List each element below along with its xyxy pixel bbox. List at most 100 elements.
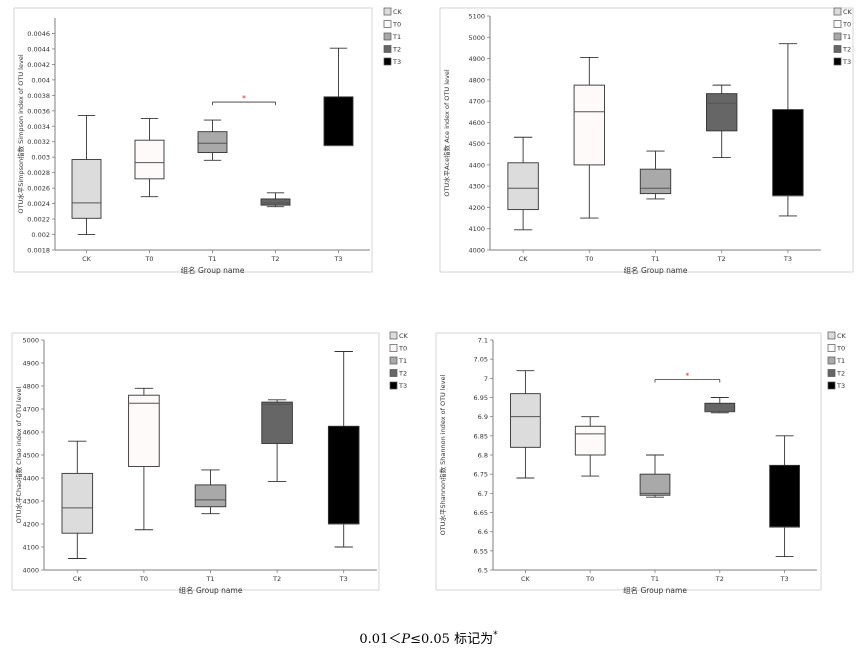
- x-tick-label: T3: [783, 255, 792, 263]
- y-tick-label: 4800: [468, 76, 485, 84]
- x-tick-label: T2: [715, 575, 724, 583]
- legend-label: T0: [392, 21, 401, 29]
- legend-label: T3: [842, 58, 851, 66]
- x-tick-label: T0: [584, 255, 593, 263]
- box-T0: [134, 118, 165, 198]
- y-axis-label: OTU水平Chao指数 Chao index of OTU level: [14, 386, 23, 523]
- legend-swatch: [833, 45, 842, 53]
- x-axis-label: 组名 Group name: [623, 585, 687, 595]
- box-T3: [323, 47, 354, 147]
- panel-frame: [435, 332, 822, 591]
- box-CK: [507, 136, 539, 231]
- legend-label: T1: [392, 33, 401, 41]
- y-tick-label: 6.9: [478, 413, 488, 421]
- box-iqr: [573, 84, 605, 166]
- y-tick-label: 4900: [22, 360, 39, 368]
- legend-item-T3: T3: [827, 381, 845, 390]
- legend-label: CK: [837, 332, 847, 340]
- legend-item-T2: T2: [833, 45, 851, 54]
- legend-swatch: [827, 356, 836, 365]
- figure-caption: 0.01＜P≤0.05 标记为*: [0, 628, 857, 647]
- x-tick-label: T0: [585, 575, 594, 583]
- legend-label: T2: [398, 370, 407, 378]
- significance-mark: *: [242, 94, 246, 103]
- y-tick-label: 0.0042: [27, 61, 50, 69]
- y-tick-label: 4300: [22, 498, 39, 506]
- box-CK: [510, 370, 541, 479]
- x-axis-label: 组名 Group name: [179, 585, 243, 595]
- x-tick-label: CK: [519, 255, 529, 263]
- legend-label: T3: [836, 382, 845, 390]
- legend-swatch: [389, 369, 398, 377]
- chart-panel-2: 4000 4100 4200 4300 4400 4500 4600 4700 4800 4900…: [439, 7, 854, 275]
- y-tick-label: 0.0028: [27, 169, 50, 177]
- legend-item-T2: T2: [389, 369, 407, 378]
- legend-item-T0: T0: [389, 344, 407, 353]
- panel-frame: [439, 7, 854, 273]
- y-tick-label: 0.0038: [27, 92, 50, 100]
- y-tick-label: 4900: [468, 55, 485, 63]
- box-iqr: [706, 93, 738, 132]
- legend-item-CK: CK: [833, 7, 853, 16]
- legend-swatch: [827, 331, 836, 340]
- legend-label: T3: [398, 382, 407, 390]
- legend-swatch: [389, 331, 398, 340]
- legend-label: CK: [843, 8, 853, 16]
- y-tick-label: 0.0026: [27, 185, 50, 193]
- legend-label: T1: [836, 357, 845, 365]
- panel-frame: [13, 7, 373, 273]
- y-tick-label: 5000: [468, 34, 485, 42]
- box-T1: [194, 469, 227, 515]
- legend-item-T2: T2: [383, 45, 401, 54]
- y-tick-label: 4200: [22, 521, 39, 529]
- legend-label: T2: [842, 46, 851, 54]
- box-T1: [639, 150, 672, 200]
- box-iqr: [323, 96, 354, 147]
- box-iqr: [704, 402, 736, 413]
- box-iqr: [772, 109, 804, 197]
- x-axis-label: 组名 Group name: [624, 265, 688, 275]
- legend-swatch: [827, 344, 836, 352]
- legend-item-T0: T0: [827, 344, 845, 353]
- box-iqr: [327, 425, 360, 525]
- box-T2: [704, 397, 736, 414]
- legend-label: T0: [836, 345, 845, 353]
- y-tick-label: 5100: [468, 13, 485, 21]
- legend-label: T2: [392, 46, 401, 54]
- legend-swatch: [389, 344, 398, 352]
- y-tick-label: 4000: [22, 567, 39, 575]
- chart-panel-4: 6.5 6.55 6.6 6.65 6.7 6.75 6.8 6.85 6.9 6.95 7 7.05…: [435, 331, 847, 595]
- y-tick-label: 0.0036: [27, 107, 50, 115]
- y-axis-label: OTU水平Ace指数 Ace index of OTU level: [442, 69, 451, 197]
- x-tick-label: T1: [207, 255, 216, 263]
- x-tick-label: CK: [521, 575, 531, 583]
- legend-item-T1: T1: [383, 32, 401, 41]
- y-tick-label: 4700: [468, 98, 485, 106]
- box-T3: [327, 351, 360, 548]
- box-iqr: [197, 131, 228, 154]
- legend-swatch: [827, 369, 836, 377]
- box-iqr: [260, 198, 291, 206]
- y-tick-label: 4300: [468, 183, 485, 191]
- legend-swatch: [383, 20, 392, 28]
- legend-label: CK: [393, 8, 403, 16]
- y-tick-label: 6.6: [478, 528, 488, 536]
- box-T2: [261, 399, 293, 482]
- x-tick-label: T3: [333, 255, 342, 263]
- y-tick-label: 0.0024: [27, 200, 50, 208]
- y-tick-label: 4500: [22, 452, 39, 460]
- box-iqr: [261, 401, 293, 444]
- y-tick-label: 0.0046: [27, 30, 50, 38]
- y-tick-label: 6.95: [474, 394, 488, 402]
- legend-item-T0: T0: [383, 20, 401, 29]
- x-tick-label: T2: [272, 575, 281, 583]
- box-iqr: [639, 168, 672, 195]
- significance-mark: *: [685, 372, 689, 381]
- legend-item-T1: T1: [833, 32, 851, 41]
- y-tick-label: 6.7: [478, 490, 488, 498]
- legend-label: T0: [398, 345, 407, 353]
- y-tick-label: 4100: [22, 544, 39, 552]
- legend-label: T2: [836, 370, 845, 378]
- y-axis-label: OTU水平Shannon指数 Shannon index of OTU leve…: [438, 374, 447, 535]
- box-iqr: [507, 162, 539, 211]
